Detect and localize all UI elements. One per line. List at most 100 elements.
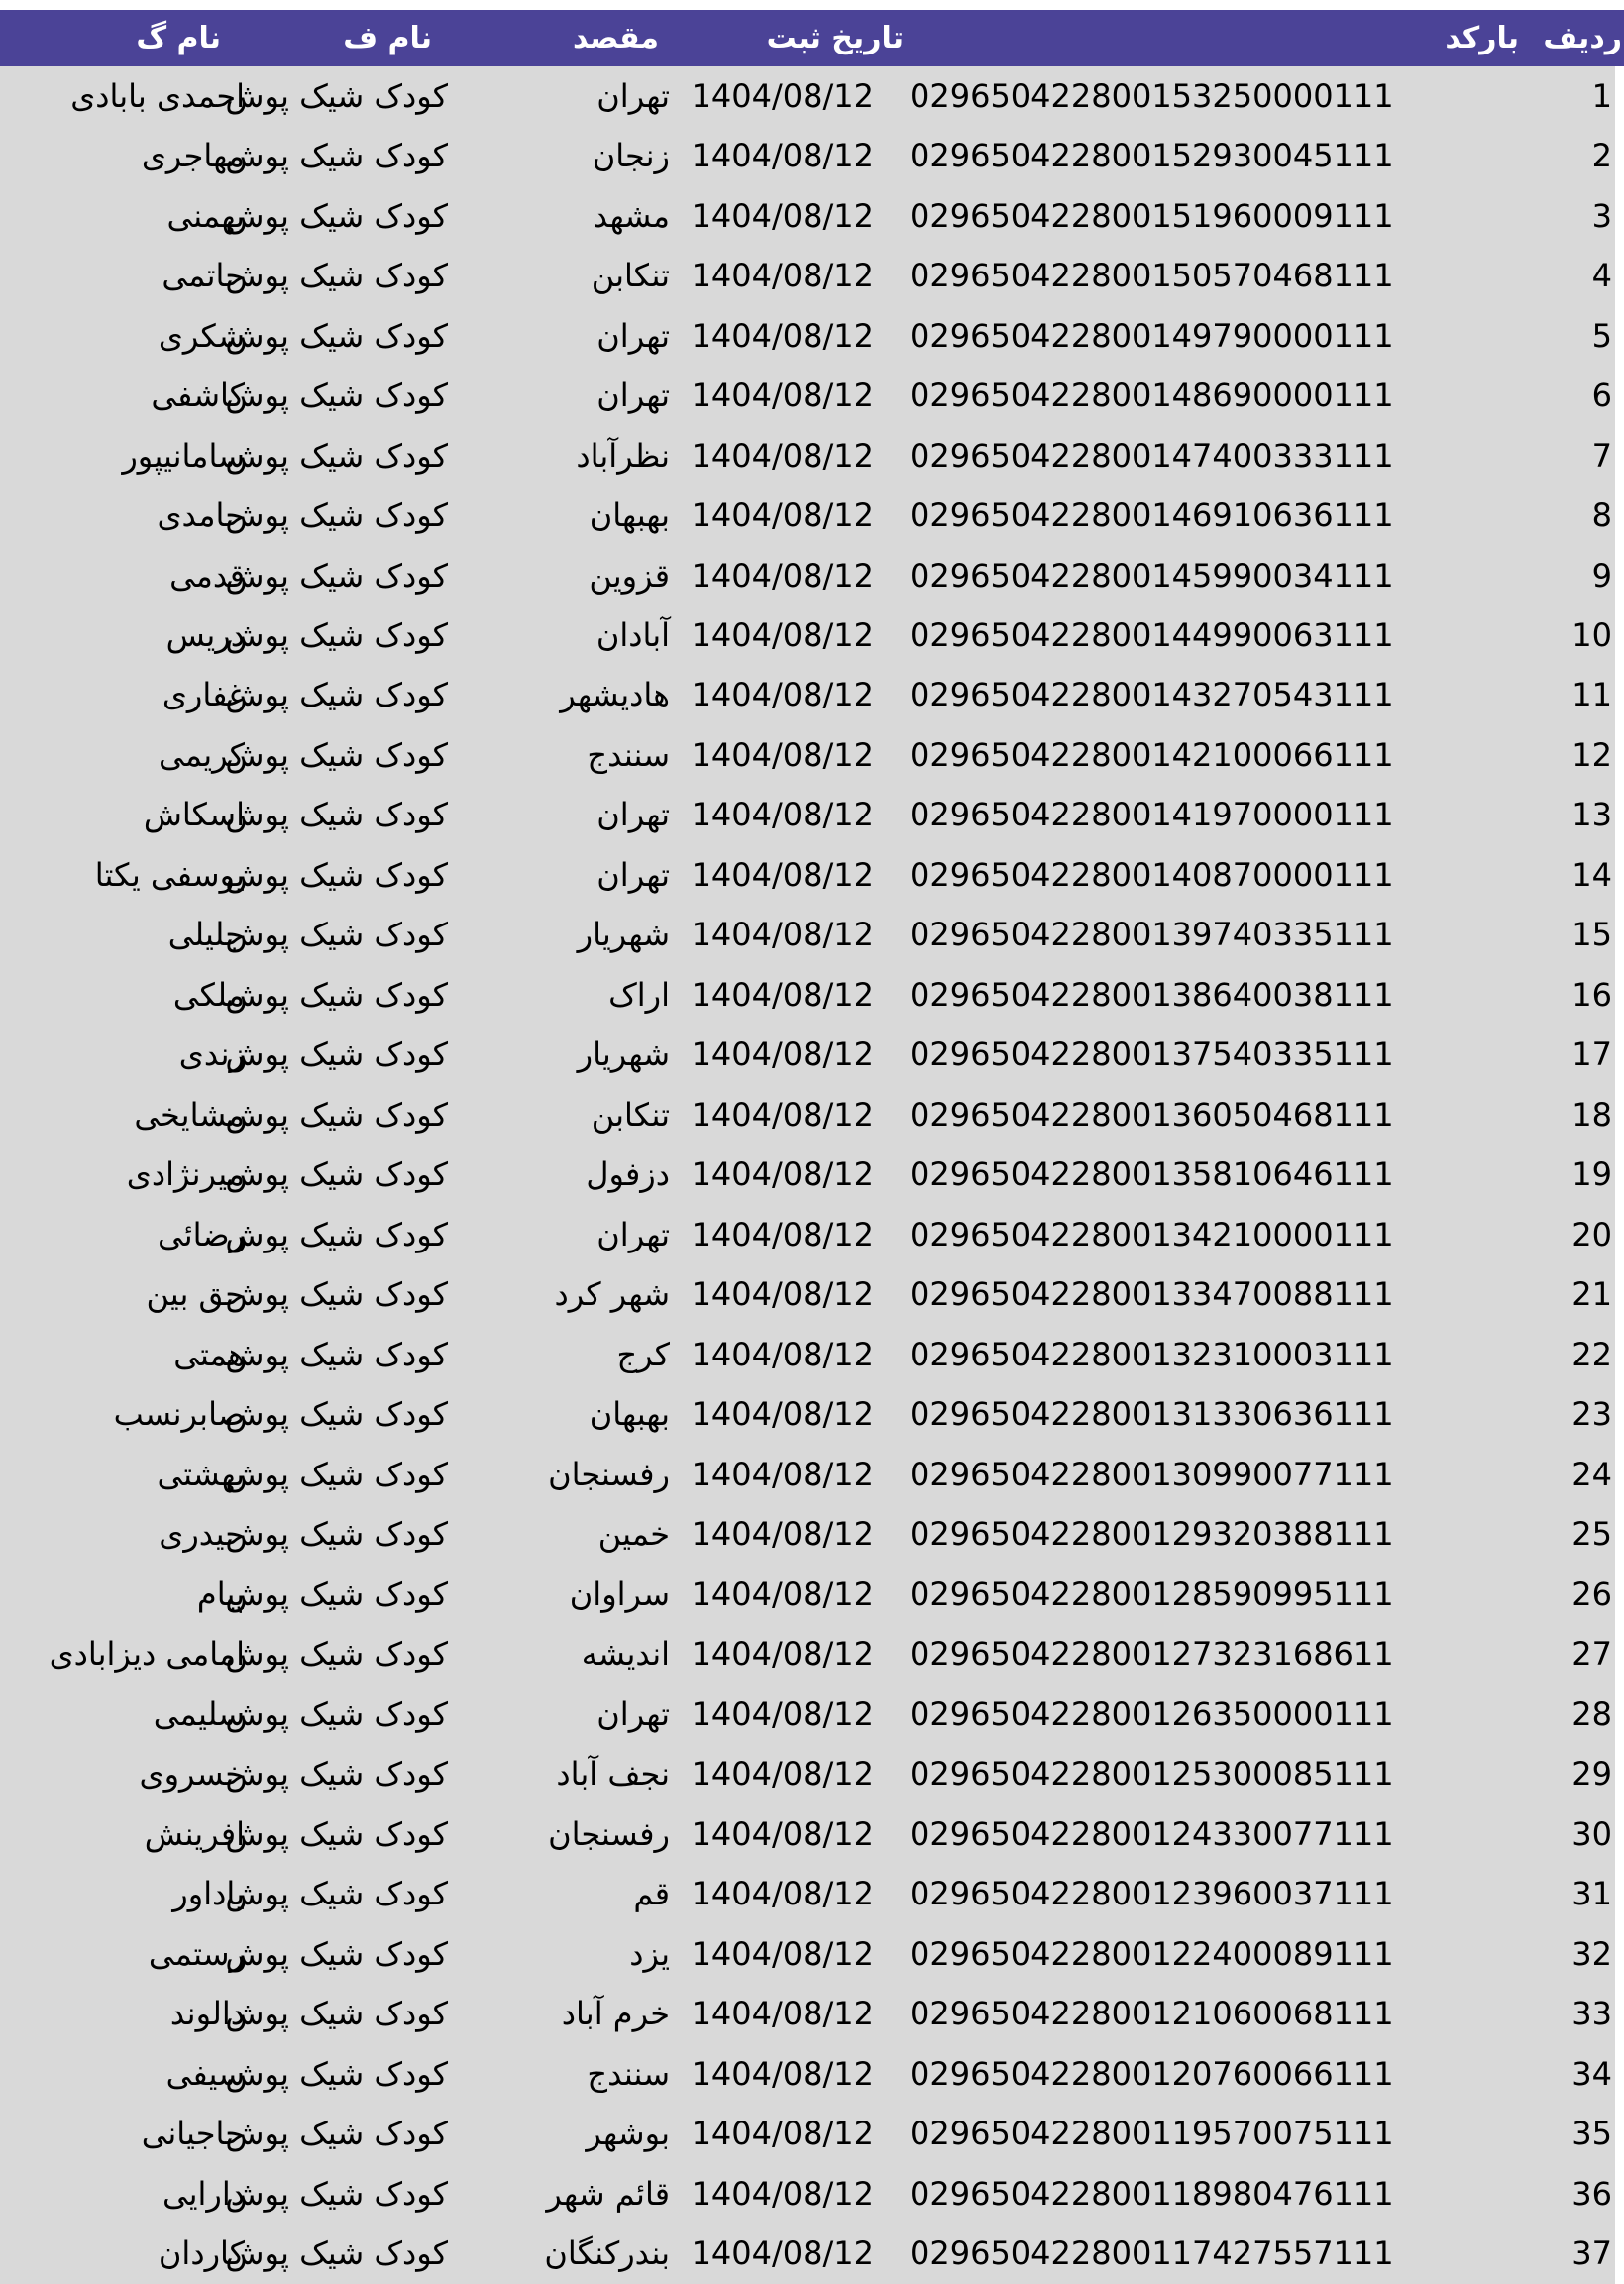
table-row: 3 029650422800151960009111 1404/08/12 مش… — [0, 186, 1615, 246]
sender-name-cell: کودک شیک پوش — [225, 76, 448, 115]
sender-name-cell: کودک شیک پوش — [225, 676, 448, 714]
destination-cell: سراوان — [569, 1575, 670, 1613]
destination-cell: اندیشه — [581, 1635, 670, 1674]
register-date-cell: 1404/08/12 — [691, 76, 874, 115]
receiver-name-cell: یوسفی یکتا — [94, 855, 245, 894]
register-date-cell: 1404/08/12 — [691, 1515, 874, 1554]
table-row: 6 029650422800148690000111 1404/08/12 ته… — [0, 366, 1615, 425]
table-row: 35 029650422800119570075111 1404/08/12 ب… — [0, 2104, 1615, 2163]
table-header: ردیف بارکد تاریخ ثبت مقصد نام ف نام گ — [0, 10, 1624, 66]
receiver-name-cell: مشایخی — [134, 1095, 245, 1134]
receiver-name-cell: غفاری — [162, 676, 245, 714]
receiver-name-cell: افرینش — [144, 1814, 245, 1853]
row-number-cell: 20 — [1571, 1215, 1612, 1253]
row-number-cell: 22 — [1571, 1335, 1612, 1373]
row-number-cell: 33 — [1571, 1995, 1612, 2033]
row-number-cell: 11 — [1571, 676, 1612, 714]
destination-cell: هادیشهر — [560, 676, 670, 714]
register-date-cell: 1404/08/12 — [691, 1694, 874, 1733]
table-row: 29 029650422800125300085111 1404/08/12 ن… — [0, 1745, 1615, 1804]
barcode-cell: 029650422800151960009111 — [910, 196, 1394, 235]
table-row: 18 029650422800136050468111 1404/08/12 ت… — [0, 1085, 1615, 1144]
sender-name-cell: کودک شیک پوش — [225, 257, 448, 295]
sender-name-cell: کودک شیک پوش — [225, 496, 448, 535]
row-number-cell: 10 — [1571, 616, 1612, 654]
sender-name-cell: کودک شیک پوش — [225, 137, 448, 175]
row-number-cell: 27 — [1571, 1635, 1612, 1674]
table-row: 1 029650422800153250000111 1404/08/12 ته… — [0, 66, 1615, 126]
receiver-name-cell: کاردان — [158, 2234, 245, 2273]
table-row: 12 029650422800142100066111 1404/08/12 س… — [0, 725, 1615, 785]
register-date-cell: 1404/08/12 — [691, 975, 874, 1014]
row-number-cell: 23 — [1571, 1395, 1612, 1434]
receiver-name-cell: صابرنسب — [113, 1395, 245, 1434]
register-date-cell: 1404/08/12 — [691, 1155, 874, 1194]
row-number-cell: 26 — [1571, 1575, 1612, 1613]
receiver-name-cell: کاشفی — [151, 377, 245, 415]
header-sender-name: نام ف — [343, 21, 432, 55]
receiver-name-cell: حاتمی — [162, 257, 245, 295]
row-number-cell: 1 — [1591, 76, 1612, 115]
register-date-cell: 1404/08/12 — [691, 1215, 874, 1253]
register-date-cell: 1404/08/12 — [691, 137, 874, 175]
receiver-name-cell: سامانیپور — [122, 436, 245, 475]
table-row: 31 029650422800123960037111 1404/08/12 ق… — [0, 1865, 1615, 1924]
sender-name-cell: کودک شیک پوش — [225, 1215, 448, 1253]
sender-name-cell: کودک شیک پوش — [225, 1755, 448, 1794]
register-date-cell: 1404/08/12 — [691, 735, 874, 774]
register-date-cell: 1404/08/12 — [691, 676, 874, 714]
receiver-name-cell: همتی — [173, 1335, 245, 1373]
register-date-cell: 1404/08/12 — [691, 2054, 874, 2093]
destination-cell: شهریار — [577, 1035, 670, 1074]
destination-cell: دزفول — [586, 1155, 670, 1194]
row-number-cell: 24 — [1571, 1455, 1612, 1493]
table-row: 10 029650422800144990063111 1404/08/12 آ… — [0, 605, 1615, 665]
barcode-cell: 029650422800135810646111 — [910, 1155, 1394, 1194]
register-date-cell: 1404/08/12 — [691, 496, 874, 535]
table-row: 13 029650422800141970000111 1404/08/12 ت… — [0, 786, 1615, 845]
table-row: 19 029650422800135810646111 1404/08/12 د… — [0, 1145, 1615, 1205]
sender-name-cell: کودک شیک پوش — [225, 1515, 448, 1554]
receiver-name-cell: مهاجری — [141, 137, 245, 175]
register-date-cell: 1404/08/12 — [691, 1035, 874, 1074]
barcode-cell: 029650422800124330077111 — [910, 1814, 1394, 1853]
register-date-cell: 1404/08/12 — [691, 436, 874, 475]
register-date-cell: 1404/08/12 — [691, 377, 874, 415]
destination-cell: سنندج — [587, 735, 670, 774]
table-row: 2 029650422800152930045111 1404/08/12 زن… — [0, 126, 1615, 185]
destination-cell: قائم شهر — [546, 2174, 670, 2213]
destination-cell: آبادان — [595, 616, 670, 654]
row-number-cell: 37 — [1571, 2234, 1612, 2273]
destination-cell: رفسنجان — [548, 1814, 670, 1853]
destination-cell: اراک — [608, 975, 670, 1014]
barcode-cell: 029650422800129320388111 — [910, 1515, 1394, 1554]
destination-cell: نظرآباد — [576, 436, 670, 475]
register-date-cell: 1404/08/12 — [691, 1995, 874, 2033]
destination-cell: سنندج — [587, 2054, 670, 2093]
barcode-cell: 029650422800122400089111 — [910, 1934, 1394, 1973]
destination-cell: نجف آباد — [556, 1755, 670, 1794]
receiver-name-cell: دالوند — [169, 1995, 245, 2033]
barcode-cell: 029650422800143270543111 — [910, 676, 1394, 714]
row-number-cell: 9 — [1591, 556, 1612, 595]
row-number-cell: 34 — [1571, 2054, 1612, 2093]
sender-name-cell: کودک شیک پوش — [225, 1335, 448, 1373]
register-date-cell: 1404/08/12 — [691, 1395, 874, 1434]
destination-cell: مشهد — [593, 196, 670, 235]
table-row: 22 029650422800132310003111 1404/08/12 ک… — [0, 1325, 1615, 1384]
destination-cell: شهر کرد — [554, 1275, 670, 1314]
receiver-name-cell: دریس — [165, 616, 245, 654]
destination-cell: تنکابن — [591, 257, 670, 295]
row-number-cell: 31 — [1571, 1875, 1612, 1913]
destination-cell: تهران — [596, 796, 670, 834]
table-row: 14 029650422800140870000111 1404/08/12 ت… — [0, 845, 1615, 905]
register-date-cell: 1404/08/12 — [691, 1455, 874, 1493]
table-row: 26 029650422800128590995111 1404/08/12 س… — [0, 1565, 1615, 1624]
register-date-cell: 1404/08/12 — [691, 196, 874, 235]
register-date-cell: 1404/08/12 — [691, 616, 874, 654]
row-number-cell: 5 — [1591, 316, 1612, 355]
table-row: 20 029650422800134210000111 1404/08/12 ت… — [0, 1205, 1615, 1264]
receiver-name-cell: شکری — [158, 316, 245, 355]
barcode-cell: 029650422800119570075111 — [910, 2115, 1394, 2153]
receiver-name-cell: جلیلی — [167, 916, 245, 954]
